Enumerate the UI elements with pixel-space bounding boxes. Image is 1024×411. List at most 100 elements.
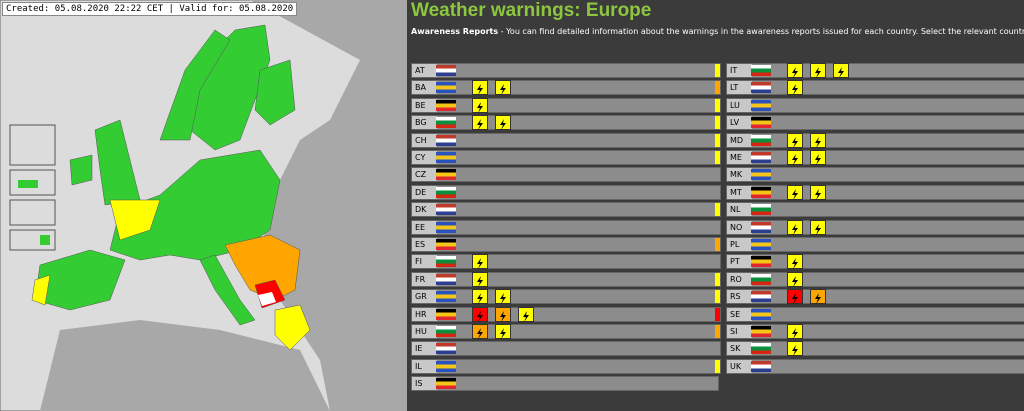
country-row[interactable]: EE xyxy=(411,219,721,235)
icon-glyph xyxy=(815,136,821,148)
country-row[interactable]: HU xyxy=(411,324,721,339)
country-row[interactable]: BG xyxy=(411,115,721,131)
flag xyxy=(436,273,456,285)
country-row[interactable]: BA xyxy=(411,80,721,96)
country-row[interactable]: LV xyxy=(726,115,1024,131)
icon-glyph xyxy=(815,188,821,200)
country-code: DE xyxy=(412,185,437,199)
level-indicator xyxy=(715,238,720,251)
country-row[interactable]: UK xyxy=(726,358,1024,374)
warning-icon xyxy=(495,306,511,322)
country-row[interactable]: RS xyxy=(726,289,1024,305)
warning-icon xyxy=(833,63,849,78)
country-row[interactable]: FR xyxy=(411,271,721,287)
country-row[interactable]: MT xyxy=(726,184,1024,200)
flag xyxy=(751,65,771,76)
level-indicator xyxy=(715,359,720,373)
warning-icon xyxy=(472,80,488,96)
icon-glyph xyxy=(477,258,483,270)
flag xyxy=(436,360,456,372)
country-row[interactable]: NL xyxy=(726,202,1024,218)
country-row[interactable]: FI xyxy=(411,254,721,270)
level-indicator xyxy=(715,325,720,338)
flag xyxy=(436,204,456,216)
warning-icon xyxy=(495,80,511,96)
flag xyxy=(751,134,771,146)
created-label: Created: 05.08.2020 22:22 CET | Valid fo… xyxy=(2,2,298,16)
flag xyxy=(751,326,771,337)
level-indicator xyxy=(715,151,720,164)
flag xyxy=(436,308,456,320)
country-row[interactable]: MK xyxy=(726,167,1024,183)
icon-glyph xyxy=(792,154,798,165)
country-code: ME xyxy=(727,151,752,164)
country-row[interactable]: IT xyxy=(726,63,1024,78)
flag xyxy=(436,343,456,355)
warning-icon xyxy=(495,324,511,339)
country-code: BE xyxy=(412,98,437,112)
country-row[interactable]: CZ xyxy=(411,167,721,183)
country-row[interactable]: BE xyxy=(411,97,721,113)
country-row[interactable]: ME xyxy=(726,150,1024,165)
country-code: PL xyxy=(727,238,752,251)
country-row[interactable]: IE xyxy=(411,341,721,357)
icon-glyph xyxy=(792,67,798,78)
country-code: FI xyxy=(412,255,437,269)
country-row[interactable]: CH xyxy=(411,132,721,148)
country-row[interactable]: IS xyxy=(411,376,719,392)
country-row[interactable]: NO xyxy=(726,219,1024,235)
icon-glyph xyxy=(477,328,483,339)
level-indicator xyxy=(715,81,720,95)
warning-icon xyxy=(787,80,803,96)
country-code: HU xyxy=(412,325,437,338)
country-code: PT xyxy=(727,255,752,269)
flag xyxy=(751,204,771,216)
warning-icon xyxy=(810,219,826,235)
warning-icon xyxy=(787,150,803,165)
level-indicator xyxy=(715,203,720,217)
icon-glyph xyxy=(792,223,798,235)
country-row[interactable]: SK xyxy=(726,341,1024,357)
flag xyxy=(751,291,771,303)
flag xyxy=(436,99,456,111)
flag xyxy=(436,82,456,94)
icon-glyph xyxy=(500,84,506,96)
flag xyxy=(436,134,456,146)
country-row[interactable]: AT xyxy=(411,63,721,78)
country-row[interactable]: IL xyxy=(411,358,721,374)
warning-icon xyxy=(518,306,534,322)
flag xyxy=(751,152,771,163)
flag xyxy=(436,326,456,337)
country-row[interactable]: MD xyxy=(726,132,1024,148)
country-row[interactable]: PL xyxy=(726,237,1024,252)
country-row[interactable]: HR xyxy=(411,306,721,322)
flag xyxy=(436,169,456,181)
warning-icon xyxy=(810,132,826,148)
country-row[interactable]: ES xyxy=(411,237,721,252)
warning-icon xyxy=(472,254,488,270)
icon-glyph xyxy=(477,101,483,113)
icon-glyph xyxy=(500,119,506,131)
country-code: UK xyxy=(727,359,752,373)
flag xyxy=(436,65,456,76)
flag xyxy=(751,169,771,181)
intro: Awareness Reports - You can find detaile… xyxy=(411,27,1024,36)
country-row[interactable]: SI xyxy=(726,324,1024,339)
country-row[interactable]: DK xyxy=(411,202,721,218)
country-row[interactable]: PT xyxy=(726,254,1024,270)
country-row[interactable]: GR xyxy=(411,289,721,305)
country-row[interactable]: DE xyxy=(411,184,721,200)
flag xyxy=(436,221,456,233)
country-row[interactable]: LT xyxy=(726,80,1024,96)
country-row[interactable]: LU xyxy=(726,97,1024,113)
intro-strong: Awareness Reports xyxy=(411,27,499,36)
icon-glyph xyxy=(477,119,483,131)
icon-glyph xyxy=(792,258,798,270)
level-indicator xyxy=(715,133,720,147)
country-code: LT xyxy=(727,81,752,95)
country-row[interactable]: CY xyxy=(411,150,721,165)
country-row[interactable]: RO xyxy=(726,271,1024,287)
country-code: MT xyxy=(727,185,752,199)
country-row[interactable]: SE xyxy=(726,306,1024,322)
